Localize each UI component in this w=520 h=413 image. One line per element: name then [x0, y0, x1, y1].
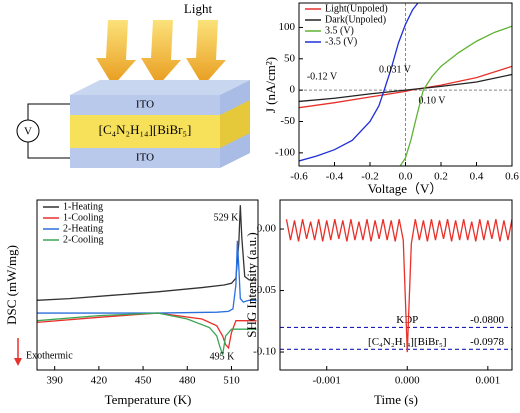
x-axis-title: Time (s): [374, 392, 418, 407]
y-tick-label: 100: [279, 21, 296, 33]
x-tick-label: 390: [46, 375, 63, 387]
voltmeter: [16, 119, 40, 143]
x-tick-label: -0.001: [313, 375, 341, 387]
device-top: [70, 80, 250, 95]
x-axis-title: Voltage（V）: [368, 181, 443, 196]
y-axis-title: DSC (mW/mg): [4, 245, 19, 325]
series-line: [37, 240, 257, 314]
annotation: 495 K: [210, 351, 236, 362]
wire: [27, 103, 70, 120]
series-line: [299, 65, 512, 109]
annotation: 529 K: [214, 212, 240, 223]
y-tick-label: -0.10: [253, 346, 276, 358]
legend-label: 2-Heating: [63, 223, 103, 234]
x-tick-label: 420: [91, 375, 108, 387]
y-axis-title: J (nA/cm²): [263, 57, 278, 113]
x-tick-label: 510: [223, 375, 240, 387]
y-tick-label: -0.05: [253, 284, 276, 296]
legend-label: 2-Cooling: [63, 234, 104, 245]
annotation: 0.031 V: [379, 64, 412, 75]
legend-label: 1-Heating: [63, 201, 103, 212]
legend-label: Dark(Unpoled): [325, 14, 386, 25]
voltmeter-label: V: [24, 126, 32, 138]
plot-frame: [279, 199, 513, 371]
x-tick-label: 480: [179, 375, 196, 387]
series-line: [299, 3, 419, 162]
legend-label: 3.5 (V): [325, 25, 354, 36]
wire: [27, 142, 70, 159]
y-tick-label: -50: [280, 115, 295, 127]
layer-label: ITO: [136, 99, 154, 111]
x-tick-label: 0.4: [470, 171, 484, 183]
legend-label: 1-Cooling: [63, 212, 104, 223]
x-tick-label: 0.0: [399, 171, 413, 183]
series-line: [399, 25, 512, 166]
series-line: [37, 312, 257, 355]
legend-label: -3.5 (V): [325, 36, 357, 47]
reference-label: KDP: [396, 314, 418, 326]
x-tick-label: -0.4: [326, 171, 344, 183]
x-tick-label: 0.001: [475, 375, 500, 387]
device-side-layer: [220, 100, 250, 148]
x-tick-label: -0.6: [290, 171, 308, 183]
series-line: [299, 73, 512, 103]
annotation: -0.12 V: [307, 71, 338, 82]
ito-layer: [70, 148, 220, 168]
x-tick-label: 0.000: [395, 375, 420, 387]
y-tick-label: 0: [290, 84, 296, 96]
light-arrow: [141, 20, 181, 86]
ito-layer: [70, 95, 220, 115]
x-axis-title: Temperature (K): [105, 392, 192, 407]
annotation: 0.10 V: [418, 95, 446, 106]
light-label: Light: [184, 1, 213, 16]
series-line: [37, 205, 257, 301]
device-diagram: Light ITO [C₄N₂H₁₄][BiBr₅] ITO V: [16, 1, 250, 168]
perovskite-layer: [70, 115, 220, 148]
light-arrow: [96, 20, 136, 86]
series-line: [285, 219, 512, 353]
x-tick-label: 0.2: [434, 171, 448, 183]
x-tick-label: 0.6: [505, 171, 519, 183]
y-tick-label: 50: [284, 52, 296, 64]
light-arrow: [186, 20, 226, 86]
exo-arrowhead: [14, 358, 22, 366]
legend-label: Light(Unpoled): [325, 3, 388, 14]
layer-label: ITO: [136, 152, 154, 164]
y-axis-title: SHG Intensity (a.u.): [244, 232, 259, 337]
y-tick-label: 0.00: [257, 223, 277, 235]
y-tick-label: -100: [275, 146, 296, 158]
note: Exothermic: [26, 350, 73, 361]
reference-value: -0.0978: [470, 336, 504, 348]
layer-label: [C₄N₂H₁₄][BiBr₅]: [99, 122, 192, 137]
x-tick-label: -0.2: [361, 171, 378, 183]
reference-value: -0.0800: [470, 314, 504, 326]
plot-frame: [36, 199, 259, 371]
x-tick-label: 450: [135, 375, 152, 387]
